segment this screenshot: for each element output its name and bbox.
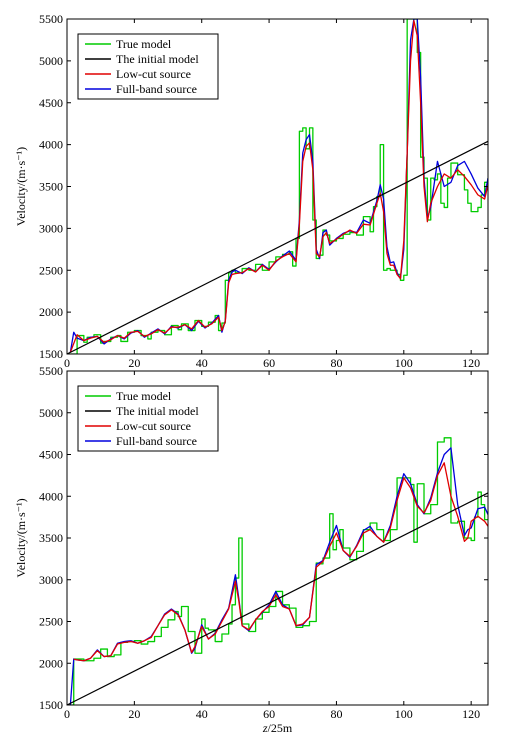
x-tick-label: 0 bbox=[64, 356, 70, 370]
y-tick-label: 4500 bbox=[39, 96, 63, 110]
x-tick-label: 100 bbox=[395, 707, 413, 721]
series-line-full-band-source bbox=[69, 19, 488, 353]
legend-label: Full-band source bbox=[116, 434, 197, 448]
legend-label: True model bbox=[116, 389, 172, 403]
series-line-true-model bbox=[70, 437, 488, 705]
x-tick-label: 20 bbox=[128, 356, 140, 370]
series-line-the-initial-model bbox=[67, 140, 488, 354]
y-tick-label: 5000 bbox=[39, 406, 63, 420]
legend-label: The initial model bbox=[116, 404, 199, 418]
x-tick-label: 80 bbox=[330, 356, 342, 370]
x-axis-label: z/25m bbox=[262, 721, 293, 735]
x-tick-label: 120 bbox=[462, 356, 480, 370]
legend-box bbox=[77, 33, 219, 100]
x-tick-label: 120 bbox=[462, 707, 480, 721]
x-tick-label: 100 bbox=[395, 356, 413, 370]
y-tick-label: 1500 bbox=[39, 347, 63, 361]
y-tick-label: 3500 bbox=[39, 180, 63, 194]
legend-box bbox=[77, 385, 219, 452]
x-tick-label: 60 bbox=[263, 356, 275, 370]
y-axis-label: Velocity/(m·s⁻¹) bbox=[14, 498, 28, 577]
chart-panel-1: 0 20 40 60 80 100 120 1500 2000 2500 3000 3500 4000 4… bbox=[14, 12, 489, 370]
y-tick-label: 4500 bbox=[39, 448, 63, 462]
legend-label: Full-band source bbox=[116, 82, 197, 96]
x-tick-label: 60 bbox=[263, 707, 275, 721]
y-axis-label: Velocity/(m·s⁻¹) bbox=[14, 147, 28, 226]
y-tick-label: 1500 bbox=[39, 698, 63, 712]
y-tick-label: 4000 bbox=[39, 138, 63, 152]
series-line-low-cut-source bbox=[69, 20, 488, 353]
x-tick-label: 0 bbox=[64, 707, 70, 721]
x-tick-label: 40 bbox=[196, 707, 208, 721]
y-tick-label: 3000 bbox=[39, 221, 63, 235]
series-line-full-band-source bbox=[69, 447, 488, 705]
chart-panel-2: 0 20 40 60 80 100 120 1500 2000 2500 3000 3500 4000 4… bbox=[14, 364, 489, 735]
legend-label: True model bbox=[116, 37, 172, 51]
y-tick-label: 3000 bbox=[39, 573, 63, 587]
y-tick-label: 2000 bbox=[39, 305, 63, 319]
x-tick-label: 40 bbox=[196, 356, 208, 370]
y-tick-label: 2500 bbox=[39, 263, 63, 277]
y-tick-label: 4000 bbox=[39, 489, 63, 503]
x-tick-label: 20 bbox=[128, 707, 140, 721]
y-tick-label: 3500 bbox=[39, 531, 63, 545]
legend-label: Low-cut source bbox=[116, 419, 191, 433]
y-tick-label: 5500 bbox=[39, 12, 63, 26]
legend-label: The initial model bbox=[116, 52, 199, 66]
y-tick-label: 5000 bbox=[39, 54, 63, 68]
y-tick-label: 2000 bbox=[39, 656, 63, 670]
x-tick-label: 80 bbox=[330, 707, 342, 721]
series-line-low-cut-source bbox=[73, 462, 488, 662]
legend-label: Low-cut source bbox=[116, 67, 191, 81]
series-line-the-initial-model bbox=[67, 492, 488, 705]
y-tick-label: 5500 bbox=[39, 364, 63, 378]
y-tick-label: 2500 bbox=[39, 615, 63, 629]
